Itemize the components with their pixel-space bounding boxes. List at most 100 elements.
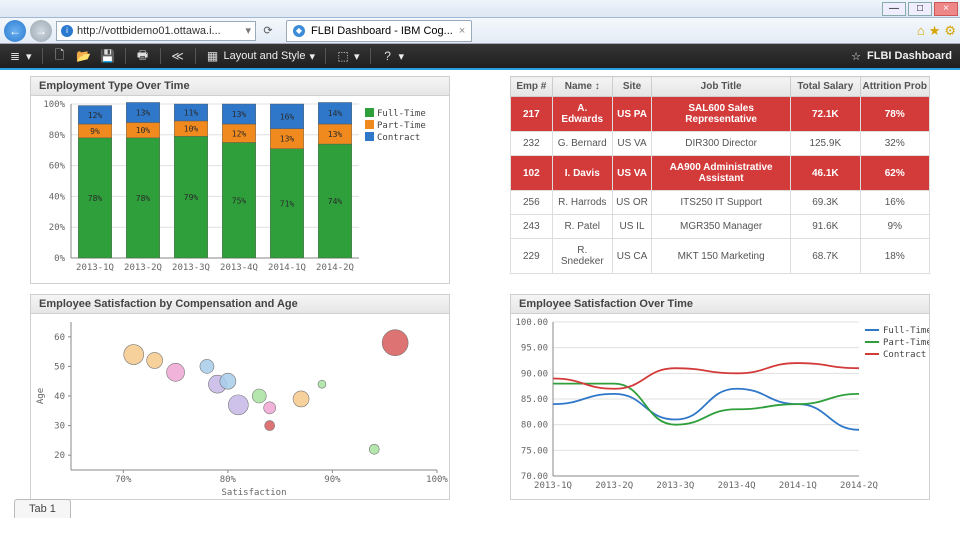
new-icon[interactable]: 🗋: [53, 49, 67, 63]
svg-text:2014-2Q: 2014-2Q: [316, 263, 354, 273]
svg-text:60: 60: [54, 333, 65, 343]
close-button[interactable]: ×: [934, 2, 958, 16]
browser-tab[interactable]: ◆ FLBI Dashboard - IBM Cog... ×: [286, 20, 472, 42]
table-header[interactable]: Emp #: [511, 77, 553, 97]
svg-text:2013-2Q: 2013-2Q: [124, 263, 162, 273]
table-header[interactable]: Site: [612, 77, 651, 97]
svg-text:10%: 10%: [136, 126, 151, 135]
svg-text:Part-Time: Part-Time: [883, 338, 929, 348]
table-header[interactable]: Total Salary: [791, 77, 860, 97]
svg-text:75%: 75%: [232, 196, 247, 205]
table-header[interactable]: Job Title: [652, 77, 791, 97]
svg-text:Age: Age: [36, 388, 46, 404]
favorites-icon[interactable]: ★: [929, 23, 941, 39]
tab-icon: ◆: [293, 25, 305, 37]
svg-text:2013-2Q: 2013-2Q: [595, 481, 633, 491]
layout-label: Layout and Style: [224, 50, 306, 62]
menu-icon: ≣: [8, 49, 22, 63]
widget-icon: ⬚: [336, 49, 350, 63]
svg-text:Satisfaction: Satisfaction: [221, 488, 286, 498]
table-row[interactable]: 102I. DavisUS VAAA900 Administrative Ass…: [511, 156, 930, 191]
table-row[interactable]: 243R. PatelUS ILMGR350 Manager91.6K9%: [511, 215, 930, 239]
svg-text:100%: 100%: [426, 475, 448, 485]
save-icon[interactable]: 💾: [101, 49, 115, 63]
svg-text:Full-Time: Full-Time: [883, 326, 929, 336]
share-icon[interactable]: ≪: [171, 49, 185, 63]
table-row[interactable]: 232G. BernardUS VADIR300 Director125.9K3…: [511, 132, 930, 156]
svg-text:80.00: 80.00: [521, 421, 548, 431]
panel-employee-table: Emp #Name ↕SiteJob TitleTotal SalaryAttr…: [510, 76, 930, 284]
tab-close-icon[interactable]: ×: [459, 25, 465, 37]
back-button[interactable]: ←: [4, 20, 26, 42]
svg-text:100.00: 100.00: [515, 318, 548, 328]
svg-text:80%: 80%: [220, 475, 237, 485]
browser-right-icons: ⌂ ★ ⚙: [917, 23, 956, 39]
svg-text:2013-3Q: 2013-3Q: [656, 481, 694, 491]
help-menu[interactable]: ?▾: [381, 49, 405, 63]
svg-text:2013-4Q: 2013-4Q: [220, 263, 258, 273]
svg-text:13%: 13%: [280, 135, 295, 144]
svg-text:70%: 70%: [115, 475, 132, 485]
svg-text:60%: 60%: [49, 162, 66, 172]
panel-employment-type: Employment Type Over Time 0%20%40%60%80%…: [30, 76, 450, 284]
svg-text:Contract: Contract: [377, 133, 420, 143]
table-header[interactable]: Name ↕: [552, 77, 612, 97]
svg-text:2013-4Q: 2013-4Q: [718, 481, 756, 491]
table-header[interactable]: Attrition Prob: [860, 77, 929, 97]
svg-text:2013-3Q: 2013-3Q: [172, 263, 210, 273]
svg-text:40: 40: [54, 392, 65, 402]
tab-title: FLBI Dashboard - IBM Cog...: [311, 25, 453, 37]
reload-button[interactable]: ⟳: [260, 24, 276, 37]
layout-menu[interactable]: ▦Layout and Style ▾: [206, 49, 315, 63]
table-row[interactable]: 217A. EdwardsUS PASAL600 Sales Represent…: [511, 97, 930, 132]
svg-text:85.00: 85.00: [521, 395, 548, 405]
print-icon[interactable]: 🖶: [136, 49, 150, 63]
table-row[interactable]: 256R. HarrodsUS ORITS250 IT Support69.3K…: [511, 191, 930, 215]
table-row[interactable]: 229R. SnedekerUS CAMKT 150 Marketing68.7…: [511, 239, 930, 274]
svg-text:12%: 12%: [88, 111, 103, 120]
line-chart: 70.0075.0080.0085.0090.0095.00100.002013…: [511, 314, 929, 498]
svg-text:95.00: 95.00: [521, 344, 548, 354]
svg-text:10%: 10%: [184, 125, 199, 134]
dashboard-name: FLBI Dashboard: [867, 50, 952, 62]
svg-text:Full-Time: Full-Time: [377, 109, 426, 119]
url-field[interactable]: i http://vottbidemo01.ottawa.i... ▾: [56, 21, 256, 41]
svg-text:100%: 100%: [43, 100, 65, 110]
svg-text:20%: 20%: [49, 223, 66, 233]
svg-text:30: 30: [54, 422, 65, 432]
svg-text:78%: 78%: [136, 194, 151, 203]
svg-text:12%: 12%: [232, 129, 247, 138]
window-titlebar: — □ ×: [0, 0, 960, 18]
svg-text:75.00: 75.00: [521, 446, 548, 456]
svg-text:2014-1Q: 2014-1Q: [268, 263, 306, 273]
gear-icon[interactable]: ⚙: [944, 23, 956, 39]
maximize-button[interactable]: □: [908, 2, 932, 16]
svg-text:78%: 78%: [88, 194, 103, 203]
svg-text:20: 20: [54, 451, 65, 461]
svg-text:2014-1Q: 2014-1Q: [779, 481, 817, 491]
svg-text:2013-1Q: 2013-1Q: [76, 263, 114, 273]
employee-table: Emp #Name ↕SiteJob TitleTotal SalaryAttr…: [510, 76, 930, 274]
browser-address-bar: ← → i http://vottbidemo01.ottawa.i... ▾ …: [0, 18, 960, 44]
minimize-button[interactable]: —: [882, 2, 906, 16]
svg-text:90.00: 90.00: [521, 369, 548, 379]
svg-text:71%: 71%: [280, 199, 295, 208]
svg-text:16%: 16%: [280, 112, 295, 121]
bubble-chart: 203040506070%80%90%100%SatisfactionAge: [31, 314, 449, 498]
star-icon[interactable]: ☆: [851, 50, 861, 63]
open-icon[interactable]: 📂: [77, 49, 91, 63]
svg-text:79%: 79%: [184, 193, 199, 202]
tab-1[interactable]: Tab 1: [14, 499, 71, 518]
forward-button[interactable]: →: [30, 20, 52, 42]
menu-button[interactable]: ≣▾: [8, 49, 32, 63]
panel-title: Employee Satisfaction by Compensation an…: [31, 295, 449, 314]
url-text: http://vottbidemo01.ottawa.i...: [77, 25, 221, 37]
svg-text:13%: 13%: [136, 108, 151, 117]
svg-text:9%: 9%: [90, 127, 100, 136]
home-icon[interactable]: ⌂: [917, 23, 925, 39]
layout-icon: ▦: [206, 49, 220, 63]
svg-text:2013-1Q: 2013-1Q: [534, 481, 572, 491]
site-icon: i: [61, 25, 73, 37]
svg-text:40%: 40%: [49, 192, 66, 202]
widget-menu[interactable]: ⬚▾: [336, 49, 360, 63]
